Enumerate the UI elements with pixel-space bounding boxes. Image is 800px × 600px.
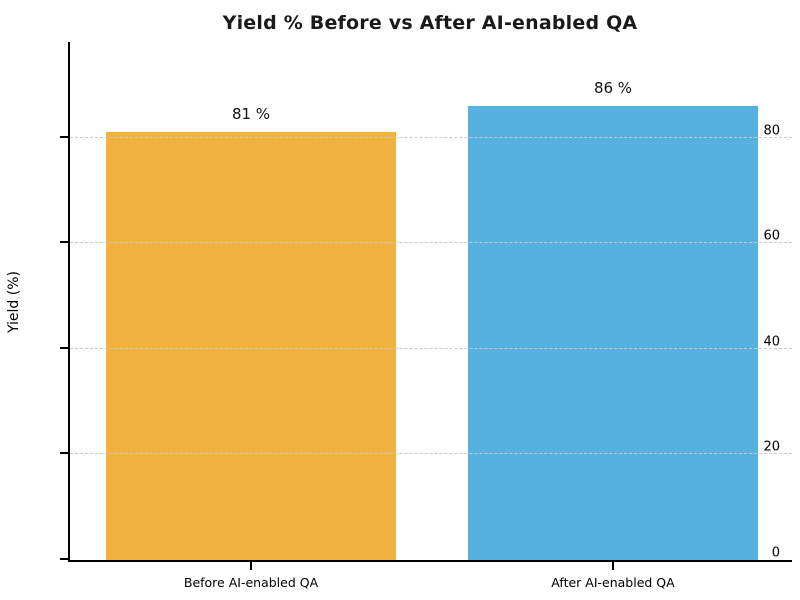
y-tick-label-40: 40 [763,334,780,350]
x-tick-label: Before AI-enabled QA [183,575,319,590]
y-tick-mark-40 [60,346,68,349]
y-tick-label-60: 60 [763,228,780,244]
x-tick-mark [250,562,252,570]
chart-title: Yield % Before vs After AI-enabled QA [222,12,638,34]
y-axis-label: Yield (%) [6,270,22,334]
bar-after [468,106,758,560]
y-tick-mark-20 [60,452,68,455]
x-tick-label: After AI-enabled QA [551,575,675,590]
y-tick-label-0: 0 [771,545,780,561]
plot-area: 0 20 40 60 80 81 % Before AI-enabled QA 86 % Aft… [60,42,792,590]
y-tick-mark-80 [60,135,68,138]
gridline-y-40 [70,347,792,349]
y-tick-mark-0 [60,558,68,560]
bar-value-label: 86 % [593,79,633,97]
bar-value-label: 81 % [231,105,271,124]
gridline-y-80 [70,136,792,138]
x-tick-mark [612,562,614,570]
gridline-y-20 [70,453,792,455]
gridline-y-60 [70,242,792,244]
y-tick-label-20: 20 [763,439,780,455]
y-tick-label-80: 80 [763,123,780,139]
y-tick-mark-60 [60,241,68,244]
bar-before [106,132,396,560]
